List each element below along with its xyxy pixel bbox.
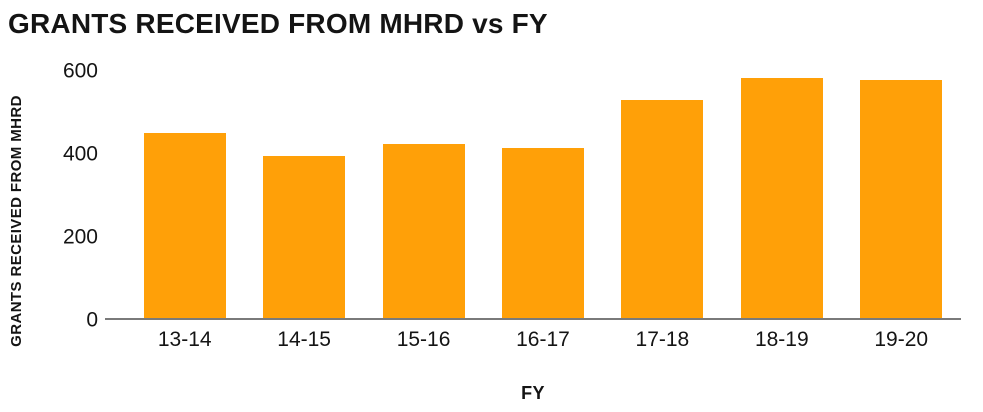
bar <box>621 100 704 318</box>
plot-area: 13-14 14-15 15-16 16-17 17-18 18-19 19-20 <box>105 71 961 350</box>
y-tick-label: 600 <box>62 59 98 83</box>
x-tick-label: 19-20 <box>874 328 929 351</box>
bar <box>263 156 346 318</box>
bar <box>740 77 823 318</box>
y-tick-label: 0 <box>86 308 98 332</box>
chart-title: GRANTS RECEIVED FROM MHRD vs FY <box>8 8 548 39</box>
bar <box>501 148 584 318</box>
x-tick-label: 15-16 <box>396 328 451 351</box>
y-tick-label: 400 <box>62 142 98 166</box>
bar-slot: 13-14 <box>125 71 244 350</box>
bar <box>382 143 465 318</box>
x-tick-label: 17-18 <box>635 328 690 351</box>
x-tick-label: 16-17 <box>516 328 570 351</box>
bar-slot: 14-15 <box>244 71 363 350</box>
x-axis-title: FY <box>521 383 545 403</box>
bar-slot: 17-18 <box>603 71 722 350</box>
bars-container: 13-14 14-15 15-16 16-17 17-18 18-19 19-20 <box>125 71 961 350</box>
y-tick-label: 200 <box>62 225 98 249</box>
bar <box>143 132 226 318</box>
bar <box>860 80 943 318</box>
x-tick-label: 18-19 <box>754 328 809 351</box>
x-tick-label: 14-15 <box>277 328 331 351</box>
bar-slot: 18-19 <box>722 71 841 350</box>
x-tick-label: 13-14 <box>157 328 212 351</box>
bar-slot: 16-17 <box>483 71 602 350</box>
y-axis-ticks: 0 200 400 600 <box>30 61 98 331</box>
y-axis-title: GRANTS RECEIVED FROM MHRD <box>8 95 25 347</box>
bar-slot: 15-16 <box>364 71 483 350</box>
bar-slot: 19-20 <box>842 71 961 350</box>
